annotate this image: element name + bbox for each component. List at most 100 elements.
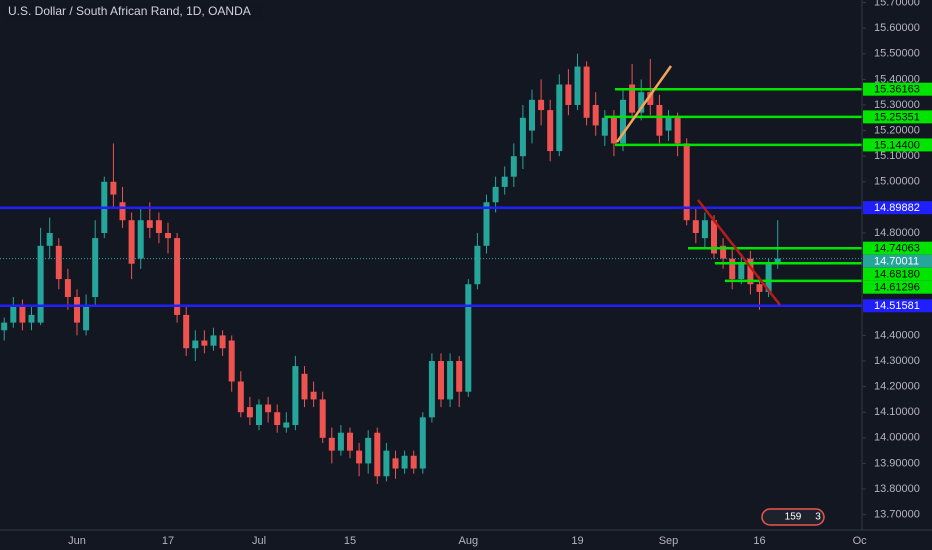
x-tick-label: 19: [571, 535, 583, 547]
chart-title: U.S. Dollar / South African Rand, 1D, OA…: [8, 4, 251, 18]
candle-body: [692, 220, 699, 233]
y-tick-label: 14.00000: [874, 432, 920, 444]
candle-body: [265, 404, 272, 413]
y-tick-label: 15.10000: [874, 150, 920, 162]
y-tick-label: 15.20000: [874, 124, 920, 136]
candle-body: [556, 84, 563, 152]
candle-body: [246, 407, 253, 418]
y-tick-label: 14.20000: [874, 381, 920, 393]
candle-body: [37, 245, 44, 323]
candle-body: [10, 304, 17, 323]
candle-body: [283, 422, 290, 428]
candle-body: [747, 258, 754, 285]
y-tick-label: 14.80000: [874, 227, 920, 239]
y-tick-label: 15.60000: [874, 22, 920, 34]
candle-body: [683, 143, 690, 221]
candle-body: [465, 284, 472, 392]
candle-body: [210, 335, 217, 346]
candle-body: [756, 284, 763, 292]
x-tick-label: 17: [162, 535, 174, 547]
price-tag: [863, 138, 932, 152]
candle-body: [28, 314, 35, 323]
candle-body: [501, 176, 508, 187]
title-bg: [4, 3, 262, 21]
y-tick-label: 13.90000: [874, 457, 920, 469]
candle-body: [83, 304, 90, 331]
price-tag-label: 14.74063: [874, 243, 920, 255]
candle-body: [219, 335, 226, 349]
y-tick-label: 15.40000: [874, 73, 920, 85]
candle-body: [519, 117, 526, 157]
x-tick-label: Sep: [659, 535, 679, 547]
candle-body: [483, 202, 490, 246]
candle-body: [620, 99, 626, 144]
price-tag: [863, 299, 932, 313]
candle-body: [46, 232, 53, 246]
candle-body: [456, 361, 463, 392]
x-tick-label: 16: [753, 535, 765, 547]
price-tag-label: 14.89882: [874, 202, 920, 214]
candle-body: [319, 399, 326, 438]
candle-body: [492, 186, 499, 203]
y-tick-label: 14.30000: [874, 355, 920, 367]
plot-area: [0, 53, 862, 484]
candle-body: [547, 110, 554, 152]
candle-body: [192, 340, 199, 349]
candle-body: [647, 92, 654, 105]
candle-body: [337, 432, 344, 451]
candle-body: [419, 417, 426, 469]
y-tick-label: 14.40000: [874, 329, 920, 341]
badge-alerts: 3: [815, 512, 821, 523]
price-tag-label: 14.68180: [874, 269, 920, 281]
candle-body: [64, 279, 71, 298]
candle-body: [592, 104, 599, 126]
candle-body: [701, 220, 708, 239]
y-tick-label: 13.80000: [874, 483, 920, 495]
candle-body: [256, 404, 262, 426]
candle-body: [356, 450, 363, 464]
y-tick-label: 15.50000: [874, 48, 920, 60]
candle-body: [19, 304, 26, 323]
candle-body: [328, 437, 335, 451]
price-tag: [863, 267, 932, 281]
candle-body: [711, 220, 717, 254]
candle-body: [1, 322, 8, 331]
candle-body: [738, 263, 745, 280]
candle-body: [638, 92, 645, 113]
candle-body: [128, 220, 135, 264]
trend-line: [697, 199, 781, 306]
price-tag: [863, 110, 932, 124]
candle-body: [183, 314, 190, 349]
price-tag: [863, 280, 932, 294]
price-tag: [863, 82, 932, 96]
candle-body: [74, 297, 80, 323]
badge-frame: [761, 508, 825, 526]
candle-body: [392, 458, 399, 469]
candle-body: [538, 99, 545, 111]
candle-body: [583, 66, 590, 118]
candle-body: [720, 245, 727, 259]
candle-body: [729, 258, 736, 280]
candle-body: [401, 455, 408, 469]
candle-body: [529, 99, 535, 131]
y-tick-label: 15.00000: [874, 176, 920, 188]
indicator-badge[interactable]: 159 3: [761, 508, 825, 526]
candle-body: [110, 181, 117, 195]
candle-body: [610, 117, 617, 144]
badge-count: 159: [785, 512, 802, 523]
price-tag-label: 14.70011: [874, 256, 919, 268]
candle-body: [174, 238, 181, 315]
y-tick-label: 15.30000: [874, 99, 920, 111]
candle-body: [765, 263, 772, 292]
candle-body: [383, 450, 390, 477]
price-tag-label: 14.51581: [874, 300, 920, 312]
y-tick-label: 15.70000: [874, 0, 920, 8]
candle-body: [237, 381, 244, 413]
candle-body: [137, 220, 144, 259]
candle-body: [629, 84, 636, 113]
y-tick-label: 13.70000: [874, 509, 920, 521]
candle-body: [365, 437, 372, 464]
x-tick-label: Jul: [252, 535, 266, 547]
